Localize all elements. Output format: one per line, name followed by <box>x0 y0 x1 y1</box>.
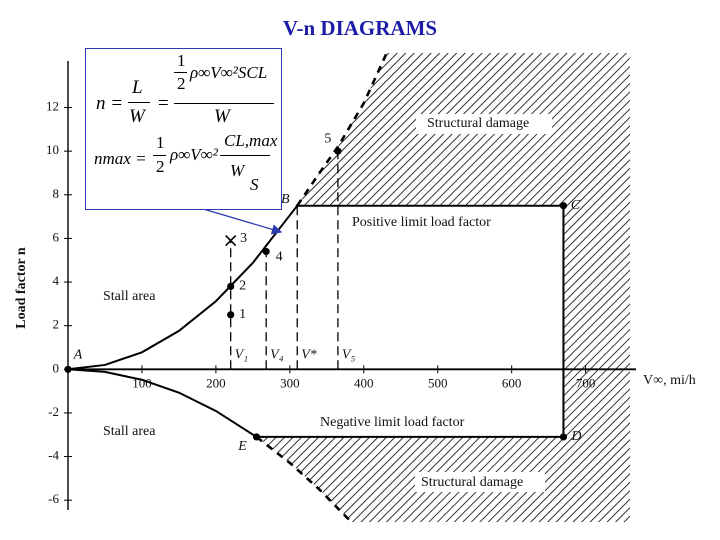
point <box>295 204 299 208</box>
formula-text: ρ∞V∞²SCL <box>190 63 268 82</box>
y-tick-label: 12 <box>46 99 59 114</box>
fraction-bar <box>153 155 166 157</box>
label-bg <box>415 472 545 492</box>
point-label: 5 <box>324 131 331 146</box>
point-label: D <box>570 429 581 444</box>
point <box>64 365 72 373</box>
slide-title: V-n DIAGRAMS <box>282 16 438 40</box>
point <box>559 202 568 210</box>
y-tick-label: 10 <box>46 142 59 157</box>
point-cross <box>225 235 237 247</box>
formula-text: 1 <box>177 51 186 70</box>
formula-text: ρ∞V∞² <box>170 145 218 164</box>
y-tick-label: -4 <box>48 448 59 463</box>
annotation: Stall area <box>103 289 156 304</box>
formula-text: CL,max <box>224 131 278 150</box>
v-marker-label: V₅ <box>342 348 356 363</box>
envelope-line <box>256 204 565 438</box>
x-axis-label: V∞, mi/h <box>643 373 696 388</box>
annotation: Stall area <box>103 424 156 439</box>
y-tick-label: 2 <box>53 317 60 332</box>
formula-box: n = L W = 1 2 ρ∞V∞²SCL W nmax = 1 2 ρ∞V∞… <box>85 48 282 210</box>
point <box>334 147 342 155</box>
envelope-line <box>67 368 258 438</box>
point-label: C <box>571 198 581 213</box>
fraction-bar <box>174 103 274 105</box>
x-tick-label: 300 <box>280 375 300 390</box>
v-marker-label: V₁ <box>235 348 248 363</box>
formula-text: nmax = <box>94 149 147 168</box>
fraction-bar <box>128 102 150 104</box>
v-marker-label: V* <box>301 348 317 363</box>
formula-text: S <box>250 175 259 194</box>
formula-text: W <box>129 106 145 127</box>
x-tick-label: 500 <box>428 375 448 390</box>
label-bg <box>346 213 518 233</box>
y-tick-label: 8 <box>53 186 60 201</box>
point <box>559 433 568 441</box>
point-label: B <box>281 192 290 207</box>
fraction-bar <box>174 72 187 74</box>
formula-text: W <box>214 106 230 127</box>
formula-text: = <box>158 93 169 114</box>
formula-text: 2 <box>177 74 186 93</box>
formula-text: W <box>230 161 245 180</box>
y-tick-label: -2 <box>48 404 59 419</box>
envelope-line <box>67 205 299 371</box>
envelope-line <box>255 435 353 523</box>
hatch-region <box>256 53 630 522</box>
y-axis-label: Load factor n <box>14 247 29 329</box>
point <box>227 311 235 319</box>
annotation: Negative limit load factor <box>320 415 465 430</box>
formula-text: 1 <box>156 133 165 152</box>
envelope-line <box>296 52 388 207</box>
point-label: E <box>237 439 247 454</box>
x-tick-label: 600 <box>502 375 522 390</box>
point <box>252 433 261 441</box>
hatch-fill <box>256 53 630 522</box>
v-marker-label: V₄ <box>270 348 284 363</box>
x-tick-label: 700 <box>576 375 596 390</box>
y-tick-label: -6 <box>48 491 59 506</box>
formula-text: 2 <box>156 157 165 176</box>
y-tick-label: 6 <box>53 229 60 244</box>
point-label: 3 <box>240 231 247 246</box>
formula-text: L <box>132 77 143 98</box>
point-label: A <box>73 348 83 363</box>
x-tick-label: 400 <box>354 375 374 390</box>
annotation: Structural damage <box>421 475 523 490</box>
formula-text: n = <box>96 93 124 114</box>
point-label: 2 <box>239 279 246 294</box>
x-tick-label: 200 <box>206 375 226 390</box>
point-label: 1 <box>239 307 246 322</box>
fraction-bar <box>220 155 270 157</box>
annotation: Structural damage <box>427 116 529 131</box>
label-bg <box>416 114 552 134</box>
y-tick-label: 0 <box>53 360 60 375</box>
point-label: 4 <box>276 250 283 265</box>
point <box>227 282 235 291</box>
annotation: Positive limit load factor <box>352 215 491 230</box>
y-tick-label: 4 <box>53 273 60 288</box>
pointer-arrow <box>199 207 283 235</box>
point <box>262 247 270 256</box>
